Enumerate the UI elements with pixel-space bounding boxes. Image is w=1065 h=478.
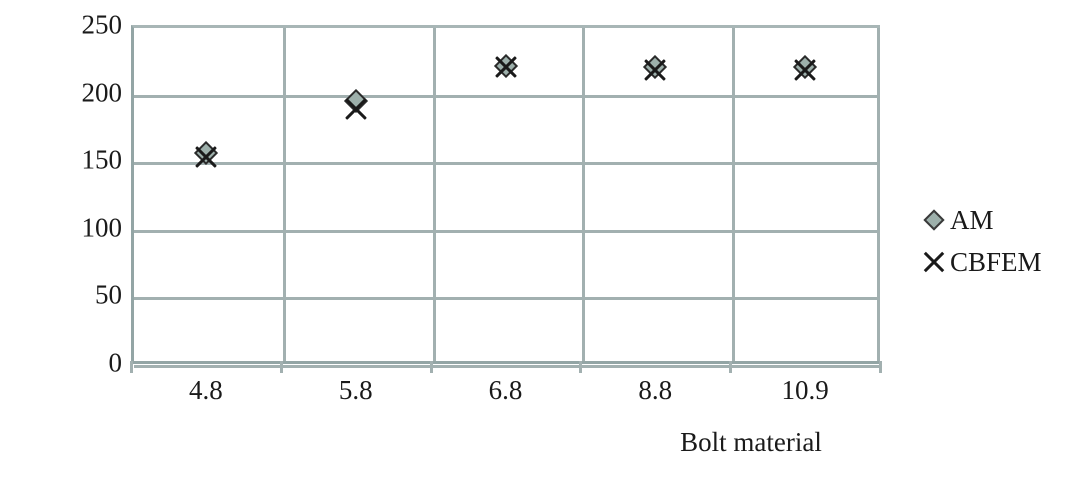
x-axis-tick-label: 4.8 [189, 375, 223, 405]
x-axis-tick [279, 361, 283, 373]
x-axis-tick [130, 361, 133, 373]
gridline-horizontal [134, 229, 880, 233]
x-axis-tick [579, 361, 583, 373]
gridline-vertical [432, 28, 436, 363]
gridline-vertical [582, 28, 586, 363]
diamond-marker-icon [921, 207, 947, 233]
x-axis-title: Bolt material [680, 427, 822, 457]
legend-item-label: AM [950, 204, 994, 235]
x-axis-tick [879, 361, 882, 373]
gridline-horizontal [134, 162, 880, 166]
legend-item-am[interactable]: AM [921, 199, 1065, 241]
gridline-horizontal [134, 365, 880, 368]
plot-area [131, 25, 880, 368]
x-marker-icon [921, 249, 947, 275]
x-axis-tick-label: 5.8 [338, 375, 373, 405]
x-axis-tick-label: 8.8 [638, 375, 673, 405]
y-axis-tick-label: 200 [81, 77, 123, 108]
plot-right-border [877, 28, 880, 363]
y-axis-tick-label: 250 [81, 9, 123, 40]
y-axis-tick-label: 50 [95, 279, 122, 310]
x-axis-tick [729, 361, 733, 373]
chart-legend: AM CBFEM [921, 199, 1065, 283]
gridline-vertical [282, 28, 286, 363]
gridline-vertical [732, 28, 736, 363]
legend-item-label: CBFEM [950, 246, 1042, 277]
y-axis-title: Resistance [kN] [0, 0, 40, 65]
x-axis-tick-label: 6.8 [488, 375, 523, 405]
y-axis-tick-labels: 0 50 100 150 200 250 [40, 0, 123, 478]
diamond-glyph [923, 209, 945, 231]
x-axis-line [131, 361, 880, 364]
y-axis-tick-label: 100 [81, 212, 123, 243]
x-axis-tick [429, 361, 433, 373]
x-axis-tick-label: 10.9 [781, 375, 829, 405]
legend-item-cbfem[interactable]: CBFEM [921, 241, 1065, 283]
y-axis-tick-label: 150 [81, 144, 123, 175]
y-axis-tick-label: 0 [108, 347, 123, 378]
gridline-horizontal [134, 94, 880, 98]
gridline-horizontal [134, 297, 880, 301]
